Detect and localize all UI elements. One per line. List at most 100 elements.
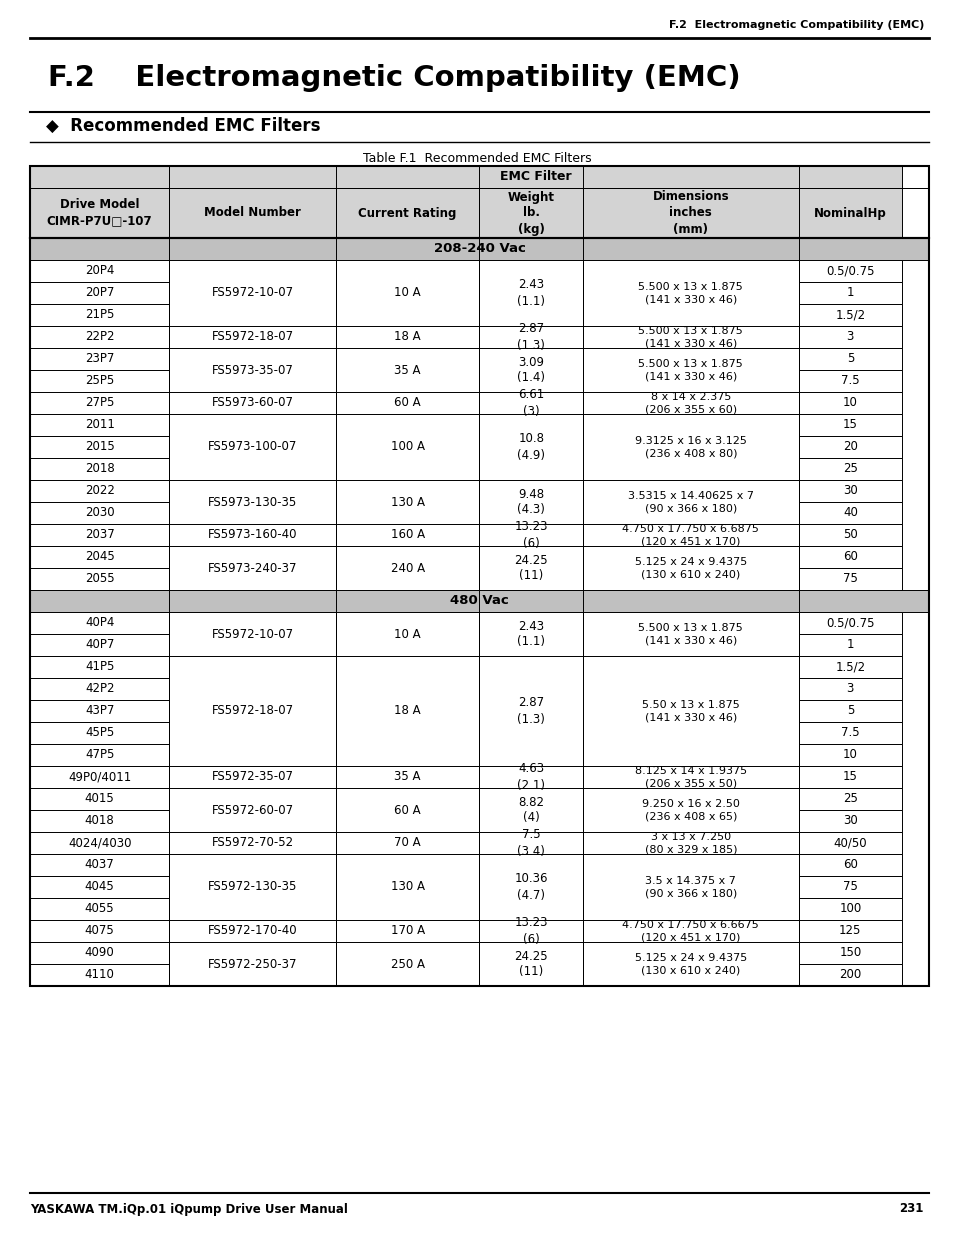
Text: 13.23
(6): 13.23 (6) [514, 916, 547, 946]
Bar [798, 436, 902, 458]
Text: 18 A: 18 A [394, 704, 420, 718]
Text: F.2  Electromagnetic Compatibility (EMC): F.2 Electromagnetic Compatibility (EMC) [668, 20, 923, 30]
Bar [30, 876, 170, 898]
Text: 60 A: 60 A [394, 396, 420, 410]
Text: 2018: 2018 [85, 462, 114, 475]
Text: 208-240 Vac: 208-240 Vac [433, 242, 525, 256]
Bar [335, 391, 479, 414]
Bar [335, 766, 479, 788]
Text: 4075: 4075 [85, 925, 114, 937]
Bar [170, 656, 335, 766]
Text: 2055: 2055 [85, 573, 114, 585]
Text: 9.250 x 16 x 2.50
(236 x 408 x 65): 9.250 x 16 x 2.50 (236 x 408 x 65) [641, 799, 739, 821]
Bar [798, 391, 902, 414]
Text: 5: 5 [845, 352, 853, 366]
Text: 200: 200 [839, 968, 861, 982]
Bar [479, 326, 582, 348]
Bar [798, 700, 902, 722]
Text: 250 A: 250 A [390, 957, 424, 971]
Text: 5.500 x 13 x 1.875
(141 x 330 x 46): 5.500 x 13 x 1.875 (141 x 330 x 46) [638, 282, 742, 304]
Bar [582, 348, 798, 391]
Bar [335, 546, 479, 590]
Bar [798, 304, 902, 326]
Bar [170, 480, 335, 524]
Bar [582, 613, 798, 656]
Bar [30, 920, 170, 942]
Bar [479, 832, 582, 853]
Bar [335, 480, 479, 524]
Text: 24.25
(11): 24.25 (11) [514, 950, 547, 978]
Bar [30, 458, 170, 480]
Bar [582, 261, 798, 326]
Bar [30, 853, 170, 876]
Bar [582, 853, 798, 920]
Bar [30, 898, 170, 920]
Text: 2045: 2045 [85, 551, 114, 563]
Bar [335, 414, 479, 480]
Bar [582, 480, 798, 524]
Text: 47P5: 47P5 [85, 748, 114, 762]
Text: 7.5
(3.4): 7.5 (3.4) [517, 829, 544, 857]
Text: FS5973-100-07: FS5973-100-07 [208, 441, 297, 453]
Bar [335, 188, 479, 238]
Bar [170, 188, 335, 238]
Text: 7.5: 7.5 [841, 374, 859, 388]
Bar [335, 942, 479, 986]
Bar [479, 788, 582, 832]
Text: 4024/4030: 4024/4030 [68, 836, 132, 850]
Text: 13.23
(6): 13.23 (6) [514, 520, 547, 550]
Bar [30, 261, 170, 282]
Text: 5.125 x 24 x 9.4375
(130 x 610 x 240): 5.125 x 24 x 9.4375 (130 x 610 x 240) [634, 557, 746, 579]
Bar [479, 613, 582, 656]
Bar [798, 458, 902, 480]
Bar [479, 853, 582, 920]
Text: 15: 15 [842, 771, 857, 783]
Bar [170, 613, 335, 656]
Bar [798, 766, 902, 788]
Text: 10: 10 [842, 396, 857, 410]
Text: 22P2: 22P2 [85, 331, 114, 343]
Text: 18 A: 18 A [394, 331, 420, 343]
Text: Dimensions
inches
(mm): Dimensions inches (mm) [652, 190, 728, 236]
Bar [798, 788, 902, 810]
Text: 42P2: 42P2 [85, 683, 114, 695]
Bar [479, 348, 582, 391]
Bar [30, 546, 170, 568]
Bar [335, 788, 479, 832]
Bar [30, 188, 170, 238]
Text: 25: 25 [842, 793, 857, 805]
Bar [798, 370, 902, 391]
Bar [170, 788, 335, 832]
Text: 2037: 2037 [85, 529, 114, 541]
Bar [798, 501, 902, 524]
Bar [30, 414, 170, 436]
Text: Model Number: Model Number [204, 206, 300, 220]
Text: 1.5/2: 1.5/2 [835, 309, 864, 321]
Text: 70 A: 70 A [394, 836, 420, 850]
Bar [798, 188, 902, 238]
Bar [798, 898, 902, 920]
Text: 5: 5 [845, 704, 853, 718]
Text: Weight
lb.
(kg): Weight lb. (kg) [507, 190, 554, 236]
Bar [30, 282, 170, 304]
Bar [582, 326, 798, 348]
Bar [582, 766, 798, 788]
Bar [30, 634, 170, 656]
Bar [30, 678, 170, 700]
Text: 3 x 13 x 7.250
(80 x 329 x 185): 3 x 13 x 7.250 (80 x 329 x 185) [644, 832, 737, 855]
Text: 100: 100 [839, 903, 861, 915]
Bar [30, 524, 170, 546]
Bar [798, 656, 902, 678]
Bar [479, 656, 582, 766]
Bar [170, 832, 335, 853]
Bar [798, 524, 902, 546]
Bar [170, 766, 335, 788]
Bar [170, 326, 335, 348]
Text: 50: 50 [842, 529, 857, 541]
Text: 5.500 x 13 x 1.875
(141 x 330 x 46): 5.500 x 13 x 1.875 (141 x 330 x 46) [638, 359, 742, 382]
Text: 49P0/4011: 49P0/4011 [68, 771, 132, 783]
Bar [798, 414, 902, 436]
Text: FS5972-70-52: FS5972-70-52 [212, 836, 294, 850]
Bar [30, 304, 170, 326]
Bar [335, 656, 479, 766]
